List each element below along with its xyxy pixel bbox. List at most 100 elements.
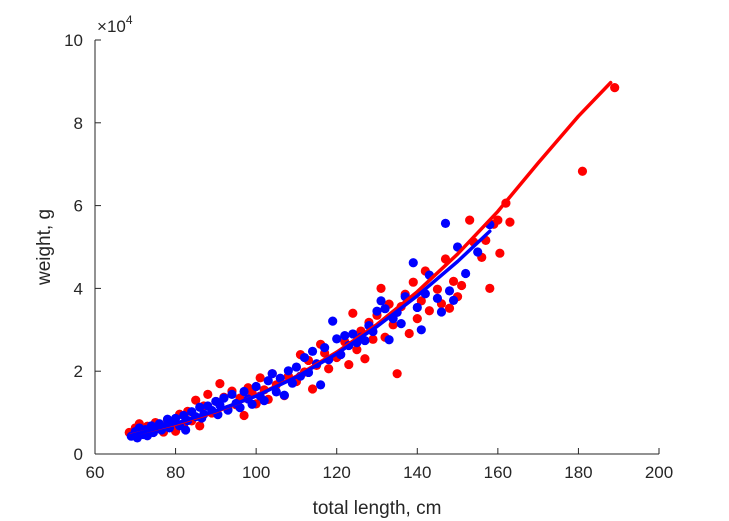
- blue-data-point: [380, 304, 390, 314]
- x-tick-label: 120: [323, 463, 351, 482]
- blue-data-point: [473, 247, 483, 257]
- red-data-point: [505, 217, 515, 227]
- red-data-point: [368, 334, 378, 344]
- red-data-point: [444, 303, 455, 313]
- red-data-point: [324, 364, 334, 374]
- red-data-point: [457, 280, 467, 291]
- red-data-point: [495, 248, 505, 258]
- red-data-point: [376, 283, 386, 293]
- blue-data-point: [328, 316, 338, 326]
- red-series: [124, 83, 620, 439]
- blue-data-point: [235, 403, 245, 413]
- red-data-point: [432, 284, 443, 294]
- x-axis-label: total length, cm: [313, 498, 442, 519]
- svg-text:×104: ×104: [97, 13, 133, 36]
- blue-data-point: [307, 346, 318, 356]
- blue-data-point: [432, 293, 443, 303]
- red-data-point: [344, 359, 354, 370]
- fit-curves: [129, 80, 613, 438]
- blue-data-point: [271, 387, 281, 397]
- y-axis-label: weight, g: [34, 209, 55, 286]
- red-data-point: [392, 369, 402, 379]
- blue-data-point: [259, 395, 269, 406]
- x-tick-label: 100: [242, 463, 270, 482]
- blue-data-point: [444, 286, 455, 296]
- blue-data-point: [408, 258, 418, 268]
- y-tick-label: 10: [64, 31, 83, 50]
- blue-data-point: [181, 425, 191, 435]
- red-data-point: [610, 83, 620, 93]
- blue-data-point: [279, 390, 289, 400]
- blue-data-point: [299, 352, 310, 363]
- red-data-point: [348, 308, 358, 318]
- blue-data-point: [348, 329, 358, 339]
- y-exponent-base: 10: [107, 17, 126, 36]
- blue-data-point: [384, 335, 394, 345]
- red-data-point: [255, 373, 265, 383]
- blue-data-point: [416, 325, 426, 335]
- red-data-point: [203, 389, 213, 399]
- red-data-point: [191, 395, 201, 405]
- red-data-point: [360, 354, 370, 364]
- blue-data-point: [461, 268, 471, 279]
- blue-data-point: [247, 399, 257, 409]
- x-tick-label: 180: [564, 463, 592, 482]
- red-fit-curve: [129, 80, 613, 437]
- blue-data-point: [263, 376, 273, 386]
- blue-data-point: [267, 369, 277, 379]
- blue-series: [126, 218, 495, 443]
- blue-data-point: [376, 296, 386, 306]
- blue-data-point: [227, 389, 237, 399]
- blue-data-point: [396, 318, 406, 329]
- red-data-point: [239, 410, 249, 421]
- red-data-point: [215, 379, 225, 389]
- x-tick-label: 60: [86, 463, 105, 482]
- blue-data-point: [195, 402, 205, 412]
- red-data-point: [493, 215, 503, 225]
- blue-data-point: [372, 306, 382, 316]
- blue-data-point: [275, 373, 285, 383]
- x-tick-label: 200: [645, 463, 673, 482]
- red-data-point: [352, 345, 362, 355]
- blue-data-point: [320, 343, 330, 353]
- blue-data-point: [412, 302, 422, 313]
- x-tick-label: 160: [484, 463, 512, 482]
- x-tick-label: 140: [403, 463, 431, 482]
- y-tick-label: 2: [74, 362, 83, 381]
- blue-data-point: [283, 366, 293, 376]
- red-data-point: [404, 328, 414, 339]
- data-points: [124, 83, 620, 443]
- blue-data-point: [440, 218, 451, 228]
- red-data-point: [307, 384, 318, 394]
- y-exponent-multiplier: ×: [97, 17, 107, 36]
- blue-data-point: [340, 331, 350, 341]
- red-data-point: [195, 421, 205, 431]
- blue-data-point: [170, 413, 181, 423]
- y-tick-label: 0: [74, 445, 83, 464]
- y-exponent-power: 4: [126, 13, 133, 27]
- red-data-point: [577, 166, 588, 176]
- red-data-point: [485, 283, 495, 293]
- red-data-point: [424, 306, 434, 316]
- blue-data-point: [219, 393, 229, 403]
- blue-data-point: [316, 380, 326, 390]
- blue-fit-curve: [129, 229, 492, 438]
- blue-data-point: [448, 295, 459, 306]
- red-data-point: [408, 277, 418, 287]
- red-data-point: [465, 215, 475, 225]
- tick-labels: 60 80 100 120 140 160 180 200 0 2 4 6 8 10: [64, 31, 673, 482]
- x-tick-label: 80: [166, 463, 185, 482]
- blue-data-point: [239, 386, 249, 397]
- blue-data-point: [291, 362, 302, 372]
- axes: [94, 39, 660, 455]
- y-tick-label: 4: [74, 279, 83, 298]
- red-data-point: [448, 276, 459, 286]
- blue-data-point: [332, 334, 342, 344]
- y-tick-label: 6: [74, 197, 83, 216]
- blue-data-point: [436, 307, 447, 317]
- y-tick-label: 8: [74, 114, 83, 133]
- blue-data-point: [251, 381, 261, 392]
- red-data-point: [416, 296, 426, 306]
- y-exponent-label: ×104: [97, 13, 133, 36]
